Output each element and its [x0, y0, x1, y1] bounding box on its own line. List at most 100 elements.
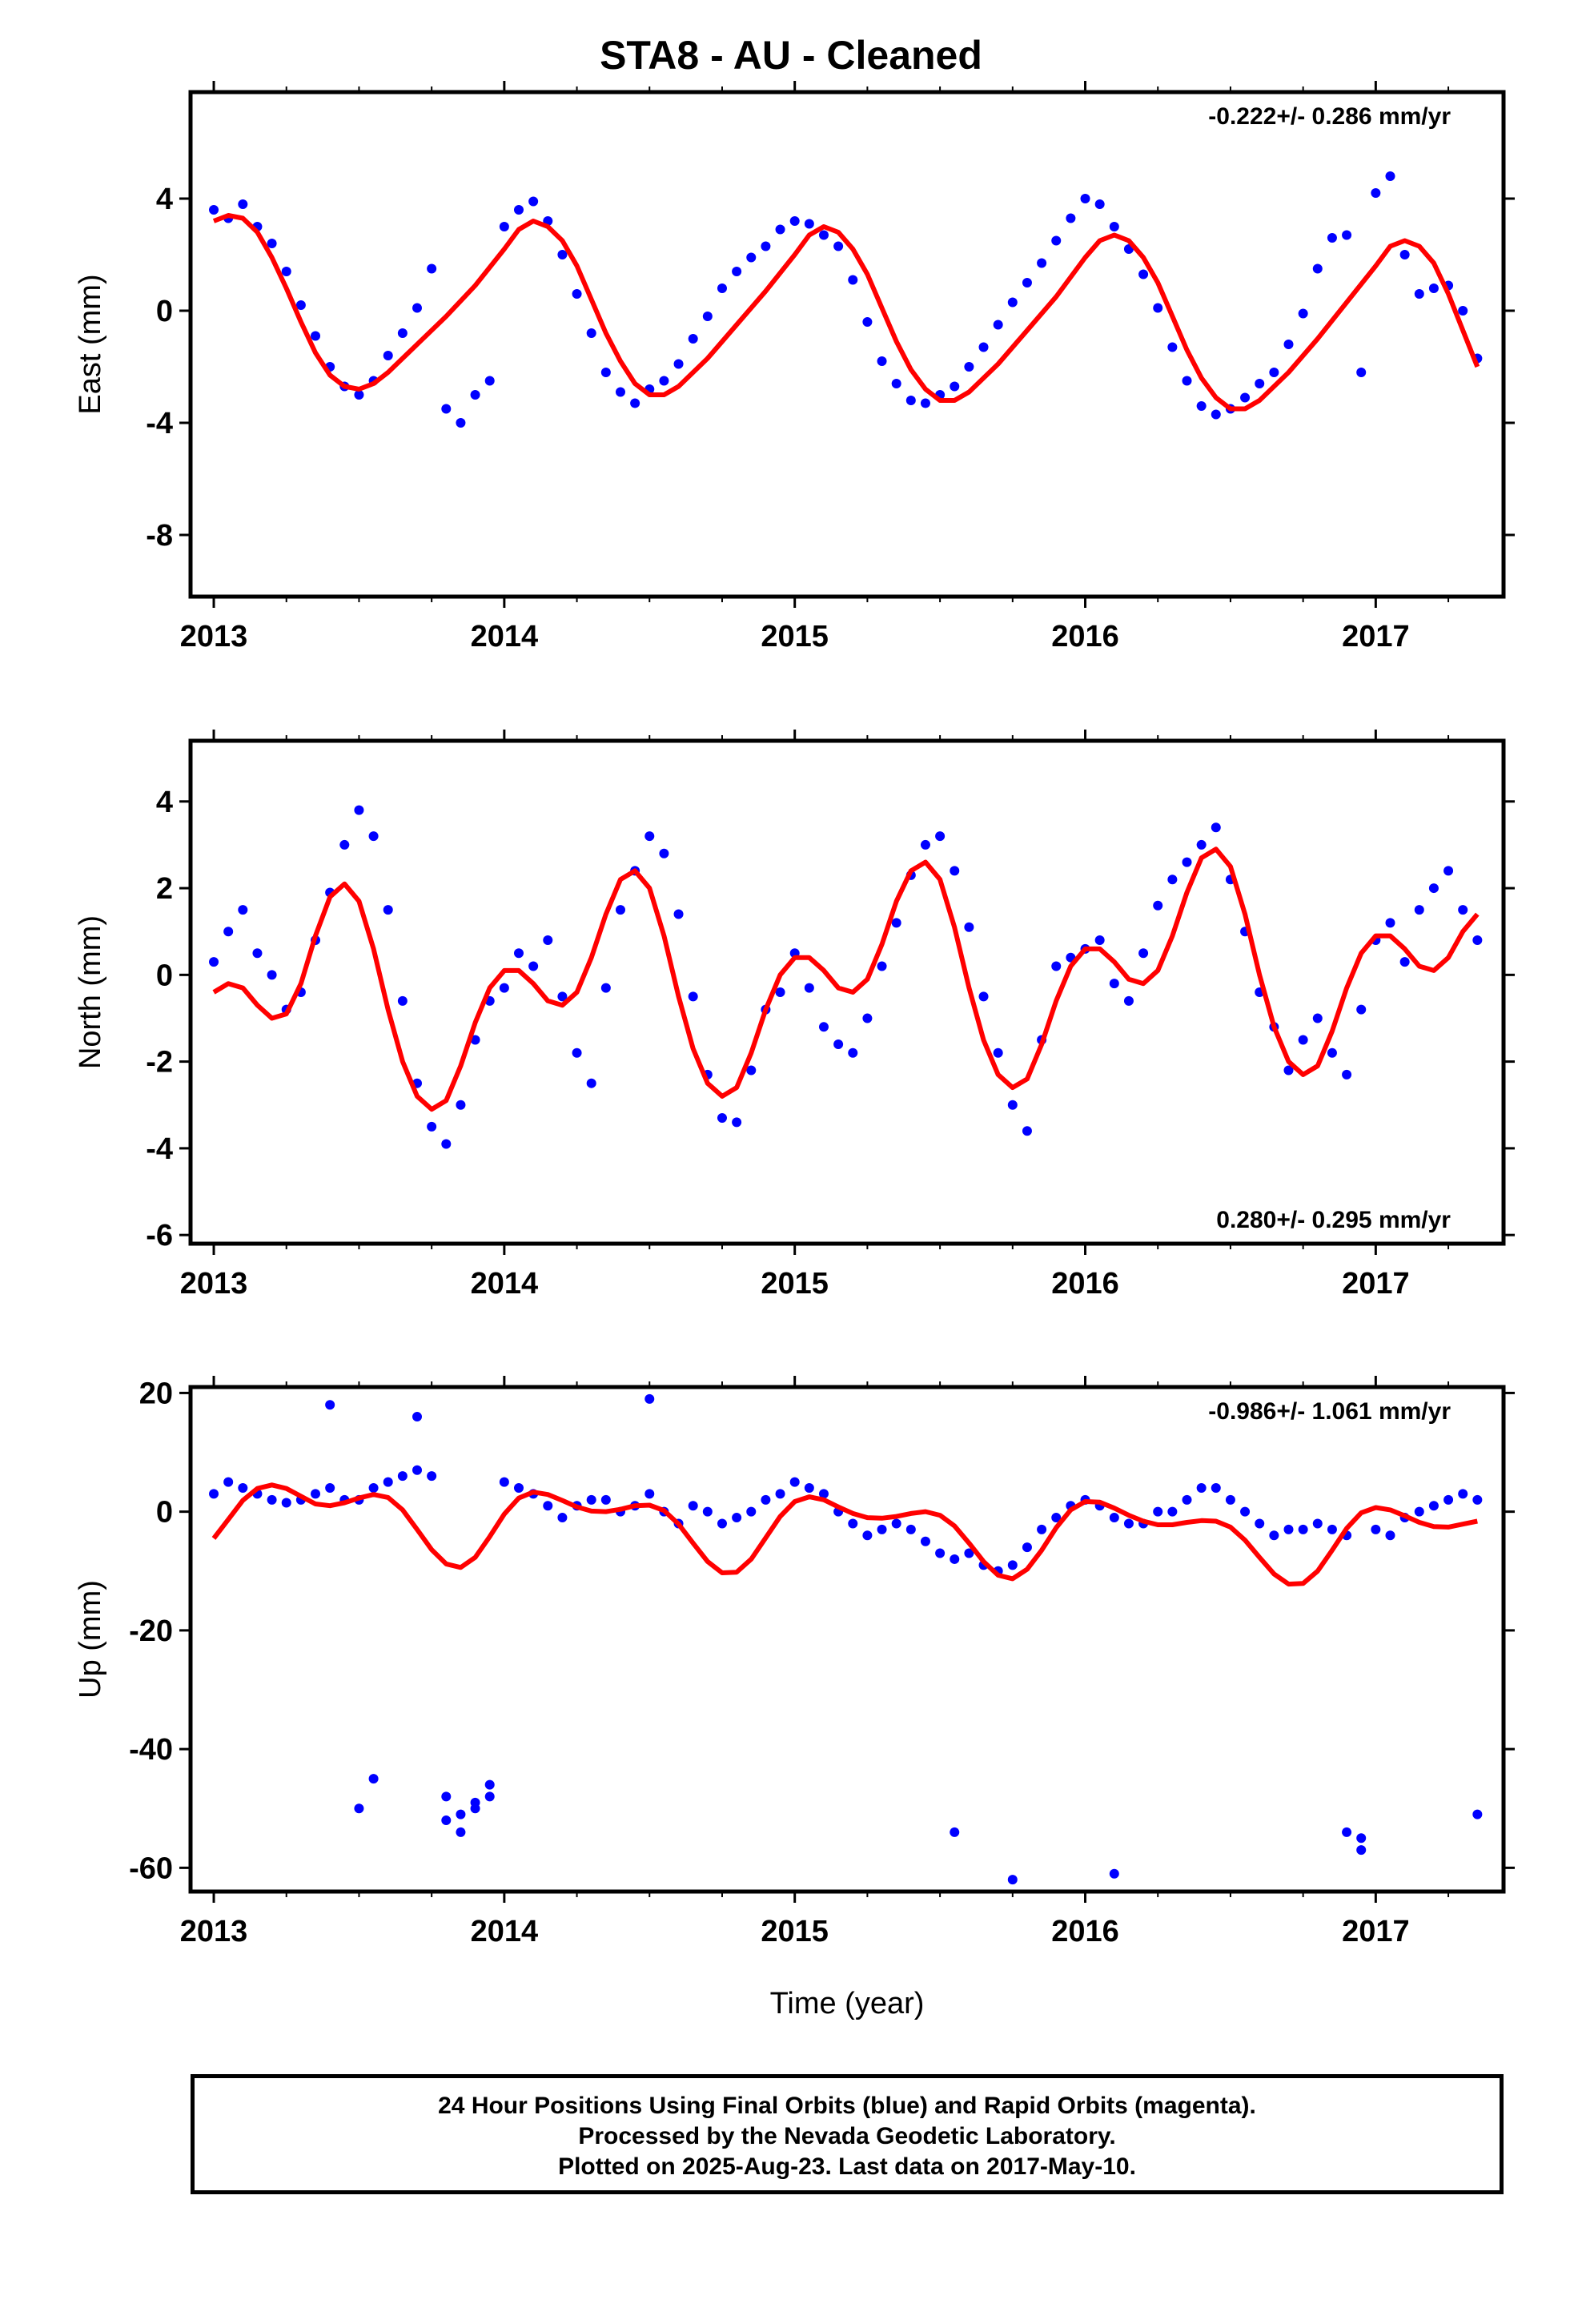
up-data-point	[644, 1489, 655, 1499]
up-data-point	[789, 1477, 800, 1487]
north-data-point	[964, 922, 974, 932]
footer-line-3: Plotted on 2025-Aug-23. Last data on 201…	[558, 2153, 1136, 2180]
north-data-point	[209, 957, 219, 967]
east-data-point	[295, 300, 306, 310]
east-y-axis-title: East (mm)	[74, 274, 107, 414]
north-data-point	[775, 987, 785, 997]
up-data-point	[383, 1477, 393, 1487]
up-data-point	[905, 1524, 916, 1534]
east-data-point	[1298, 308, 1308, 319]
north-data-point	[528, 961, 539, 971]
east-data-point	[775, 224, 785, 235]
up-data-point	[1022, 1542, 1032, 1553]
north-data-point	[572, 1047, 582, 1058]
up-data-point	[586, 1494, 596, 1505]
north-data-point	[688, 991, 698, 1002]
east-data-point	[717, 283, 727, 293]
up-data-point	[862, 1530, 873, 1541]
east-data-point	[688, 334, 698, 344]
east-data-point	[920, 398, 930, 408]
up-data-point	[209, 1489, 219, 1499]
up-data-point	[543, 1501, 553, 1511]
up-data-point	[1428, 1501, 1439, 1511]
north-data-point	[804, 983, 814, 993]
east-data-point	[572, 289, 582, 299]
up-data-point	[1007, 1875, 1018, 1885]
up-data-point	[964, 1548, 974, 1558]
north-data-point	[1051, 961, 1062, 971]
north-data-point	[833, 1039, 844, 1049]
up-data-point	[1443, 1494, 1454, 1505]
east-data-point	[905, 396, 916, 405]
up-x-tick-label: 2013	[180, 1915, 248, 1948]
east-data-point	[1022, 278, 1032, 287]
north-data-point	[1283, 1065, 1294, 1076]
up-data-point	[427, 1471, 437, 1482]
east-data-point	[354, 390, 364, 400]
up-data-point	[1414, 1506, 1424, 1517]
east-data-point	[1182, 376, 1192, 386]
up-data-point	[746, 1506, 757, 1517]
up-data-point	[1037, 1524, 1047, 1534]
up-data-point	[920, 1536, 930, 1546]
up-data-point	[412, 1465, 423, 1475]
north-panel: 2013 2014 2015 2016 2017 -6 -4 -2 0 2 4 North (mm) 0…	[74, 730, 1515, 1301]
east-data-point	[891, 379, 901, 388]
east-data-point	[1283, 340, 1294, 349]
east-data-point	[456, 418, 466, 428]
up-data-point	[600, 1494, 611, 1505]
footer-line-2: Processed by the Nevada Geodetic Laborat…	[578, 2123, 1116, 2149]
up-data-point	[818, 1489, 829, 1499]
footer-line-1: 24 Hour Positions Using Final Orbits (bl…	[438, 2093, 1256, 2119]
up-data-point	[761, 1494, 771, 1505]
up-data-point	[891, 1518, 901, 1529]
up-data-point	[1196, 1483, 1207, 1493]
up-data-point	[935, 1548, 946, 1558]
east-data-point	[427, 263, 437, 274]
up-data-point	[456, 1827, 466, 1837]
east-y-tick-label: -4	[146, 407, 173, 440]
up-data-point	[1255, 1518, 1265, 1529]
north-data-point	[1399, 957, 1410, 967]
up-data-point	[441, 1791, 452, 1802]
up-plot-frame	[188, 1385, 1506, 1894]
east-data-point	[673, 359, 684, 369]
east-data-point	[484, 376, 495, 386]
up-data-point	[1211, 1483, 1221, 1493]
north-data-point	[848, 1047, 858, 1058]
east-data-point	[818, 230, 829, 240]
north-data-point	[1211, 822, 1221, 833]
north-data-point	[499, 983, 509, 993]
east-data-point	[1153, 303, 1163, 313]
east-data-point	[1255, 379, 1265, 388]
up-data-point	[470, 1797, 480, 1807]
east-data-point	[1240, 392, 1251, 403]
east-data-point	[732, 267, 742, 276]
north-data-point	[891, 918, 901, 928]
up-data-point	[397, 1471, 408, 1482]
east-y-tick-label: 0	[156, 295, 173, 328]
up-y-tick-label: 20	[139, 1377, 173, 1410]
east-rate-label: -0.222+/- 0.286 mm/yr	[1208, 103, 1451, 130]
up-data-point	[1109, 1868, 1119, 1879]
north-data-point	[514, 948, 524, 959]
up-data-point	[441, 1815, 452, 1826]
east-data-point	[1356, 368, 1367, 377]
up-data-point	[1283, 1524, 1294, 1534]
up-data-point	[848, 1518, 858, 1529]
north-y-tick-label: 4	[156, 786, 173, 819]
east-data-point	[659, 376, 669, 386]
east-data-point	[1066, 213, 1076, 223]
up-panel: 2013 2014 2015 2016 2017 -60 -40 -20 0 20 Up (mm) T…	[74, 1376, 1515, 2020]
east-data-point	[761, 241, 771, 251]
east-data-point	[586, 328, 596, 338]
east-data-point	[1399, 250, 1410, 259]
east-data-point	[1312, 263, 1323, 274]
up-data-point	[1385, 1530, 1395, 1541]
north-data-point	[1414, 905, 1424, 915]
north-data-point	[1312, 1013, 1323, 1023]
east-data-point	[950, 381, 960, 392]
east-data-point	[615, 387, 625, 397]
up-data-point	[1182, 1494, 1192, 1505]
